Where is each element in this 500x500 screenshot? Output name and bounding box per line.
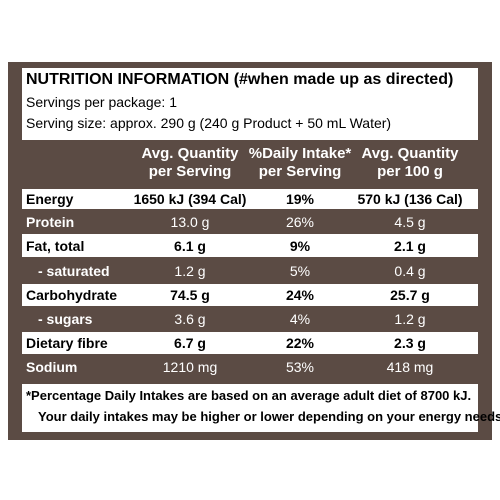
cell: 2.3 g <box>394 335 426 351</box>
cell: 3.6 g <box>174 311 206 327</box>
cell: 0.4 g <box>394 262 426 279</box>
cell: 4.5 g <box>394 213 426 230</box>
title: NUTRITION INFORMATION (#when made up as … <box>26 72 453 88</box>
footnote-box <box>22 384 478 432</box>
row-background <box>22 234 478 257</box>
row-label: Dietary fibre <box>26 335 108 351</box>
cell: 6.7 g <box>174 335 206 351</box>
cell: 26% <box>285 213 315 230</box>
cell: 6.1 g <box>174 237 206 254</box>
servings: Servings per package: 1 <box>26 94 177 110</box>
title-box <box>22 68 478 140</box>
row-background <box>22 284 478 306</box>
row-label: Fat, total <box>26 237 85 254</box>
column-header: Avg. Quantity <box>141 145 239 162</box>
serving-size: Serving size: approx. 290 g (240 g Produ… <box>26 115 392 131</box>
title-note: (#when made up as directed) <box>233 71 454 88</box>
row-label: Carbohydrate <box>26 287 118 303</box>
cell: 13.0 g <box>170 213 210 230</box>
footnote: Your daily intakes may be higher or lowe… <box>38 409 500 424</box>
footnote: *Percentage Daily Intakes are based on a… <box>26 388 472 403</box>
cell: 22% <box>285 335 315 351</box>
cell: 19% <box>285 191 315 207</box>
panel: NUTRITION INFORMATION (#when made up as … <box>8 62 500 440</box>
column-header: per 100 g <box>377 163 443 180</box>
row-background <box>22 189 478 209</box>
cell: 5% <box>289 262 311 279</box>
column-header: per Serving <box>258 163 342 180</box>
row-label: - saturated <box>38 262 110 279</box>
row-label: Energy <box>26 191 74 207</box>
cell: 53% <box>285 358 315 375</box>
cell: 1650 kJ (394 Cal) <box>133 191 247 207</box>
cell: 1.2 g <box>394 311 426 327</box>
row-label: - sugars <box>38 311 93 327</box>
row-label: Protein <box>26 213 75 230</box>
cell: 9% <box>289 237 311 254</box>
title-text: NUTRITION INFORMATION <box>26 71 230 88</box>
column-header: per Serving <box>148 163 232 180</box>
cell: 2.1 g <box>394 237 426 254</box>
cell: 74.5 g <box>170 287 210 303</box>
cell: 418 mg <box>386 358 434 375</box>
cell: 25.7 g <box>390 287 430 303</box>
column-header: Avg. Quantity <box>361 145 459 162</box>
cell: 24% <box>285 287 315 303</box>
cell: 570 kJ (136 Cal) <box>357 191 463 207</box>
cell: 1210 mg <box>162 358 218 375</box>
row-label: Sodium <box>26 358 78 375</box>
cell: 1.2 g <box>174 262 206 279</box>
row-background <box>22 332 478 354</box>
column-header: %Daily Intake* <box>248 145 352 162</box>
cell: 4% <box>289 311 311 327</box>
